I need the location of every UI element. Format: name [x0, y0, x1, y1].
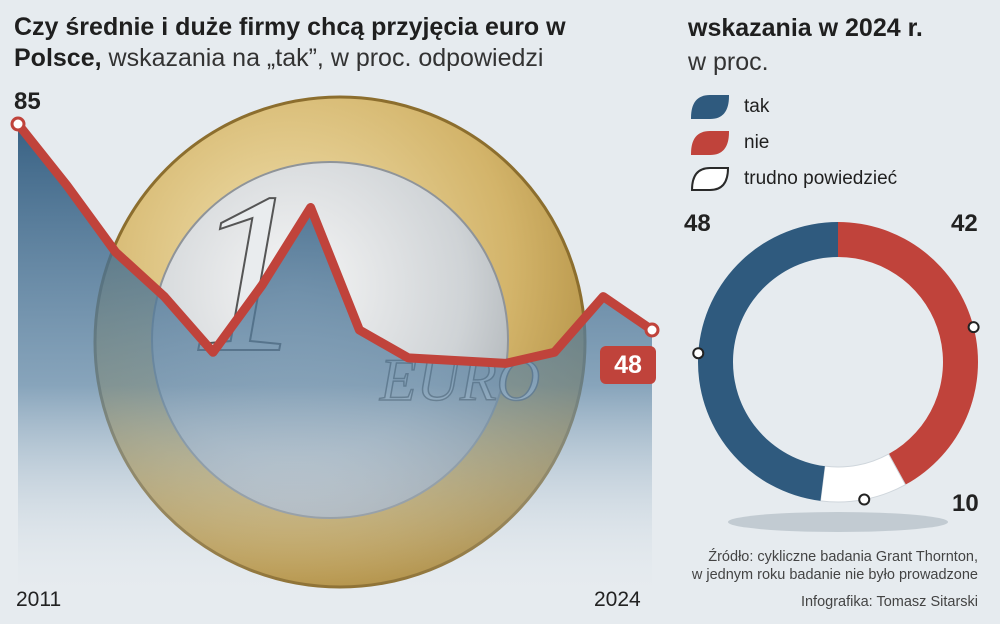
- series-line: [13, 119, 657, 368]
- donut-label-tak: 48: [684, 210, 711, 237]
- line-point: [10, 116, 26, 132]
- source-line-1: Źródło: cykliczne badania Grant Thornton…: [708, 549, 978, 565]
- legend-item-tak: tak: [690, 92, 769, 122]
- slice-marker: [967, 321, 980, 334]
- year-start-label: 2011: [16, 588, 62, 611]
- line-point: [644, 322, 660, 338]
- slice-marker: [858, 493, 871, 506]
- source-line-2: w jednym roku badanie nie było prowadzon…: [691, 567, 978, 583]
- slice-marker: [692, 347, 705, 360]
- legend-item-trudno: trudno powiedzieć: [690, 164, 897, 194]
- drop-icon: [690, 95, 730, 119]
- donut-label-trudno: 10: [952, 490, 979, 517]
- legend-label: nie: [744, 132, 770, 153]
- donut-subtitle: w proc.: [688, 48, 769, 76]
- end-value-badge: 48: [600, 346, 656, 384]
- drop-icon: [690, 167, 730, 191]
- legend-label: trudno powiedzieć: [744, 168, 898, 189]
- title-light: wskazania na „tak”, w proc. odpowiedzi: [101, 44, 544, 72]
- donut-chart: [692, 222, 980, 532]
- source-note: Źródło: cykliczne badania Grant Thornton…: [692, 548, 978, 584]
- line-chart: 1 EURO: [10, 95, 660, 600]
- infographic-credit: Infografika: Tomasz Sitarski: [800, 594, 978, 610]
- donut-slice-nie: [838, 222, 978, 485]
- donut-title: wskazania w 2024 r.: [688, 14, 923, 42]
- legend-item-nie: nie: [690, 128, 769, 158]
- legend-label: tak: [744, 96, 770, 117]
- drop-icon: [690, 131, 730, 155]
- year-end-label: 2024: [594, 588, 641, 611]
- donut-slice-tak: [697, 222, 838, 501]
- title-bold: Czy średnie i duże firmy chcą przyjęcia …: [14, 13, 566, 72]
- area-fill: [18, 124, 652, 600]
- chart-title: Czy średnie i duże firmy chcą przyjęcia …: [14, 12, 654, 74]
- donut-label-nie: 42: [951, 210, 978, 237]
- start-value-label: 85: [14, 88, 41, 115]
